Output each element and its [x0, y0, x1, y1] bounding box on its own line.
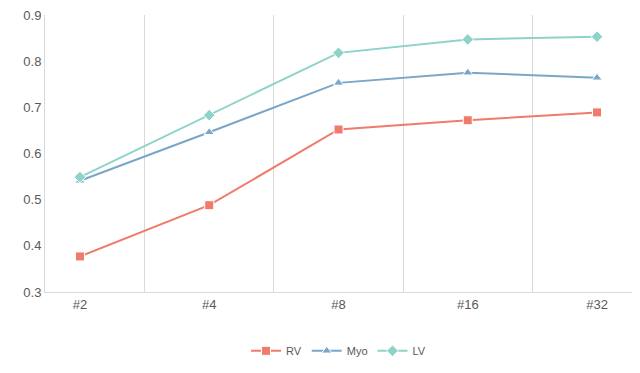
svg-text:Myo: Myo: [347, 345, 368, 357]
svg-text:0.8: 0.8: [23, 54, 41, 69]
svg-text:0.4: 0.4: [23, 238, 41, 253]
svg-text:#16: #16: [457, 297, 479, 312]
svg-text:#8: #8: [331, 297, 345, 312]
svg-text:RV: RV: [286, 345, 302, 357]
svg-text:LV: LV: [413, 345, 426, 357]
svg-text:#32: #32: [586, 297, 608, 312]
svg-text:0.5: 0.5: [23, 192, 41, 207]
svg-text:#4: #4: [202, 297, 216, 312]
svg-text:#2: #2: [73, 297, 87, 312]
svg-text:0.9: 0.9: [23, 8, 41, 23]
svg-text:0.7: 0.7: [23, 100, 41, 115]
svg-text:0.3: 0.3: [23, 285, 41, 300]
svg-text:0.6: 0.6: [23, 146, 41, 161]
